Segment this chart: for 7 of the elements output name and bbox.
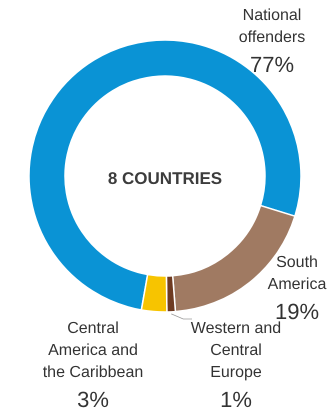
text: 8 COUNTRIES: [108, 169, 222, 188]
slice-label: National offenders: [238, 7, 306, 46]
data-label: 77%: [250, 52, 294, 77]
data-label: 1%: [220, 387, 252, 412]
data-label: 3%: [77, 387, 109, 412]
slice-label: South America: [268, 254, 326, 293]
slice-label: Central America and the Caribbean: [42, 320, 144, 381]
